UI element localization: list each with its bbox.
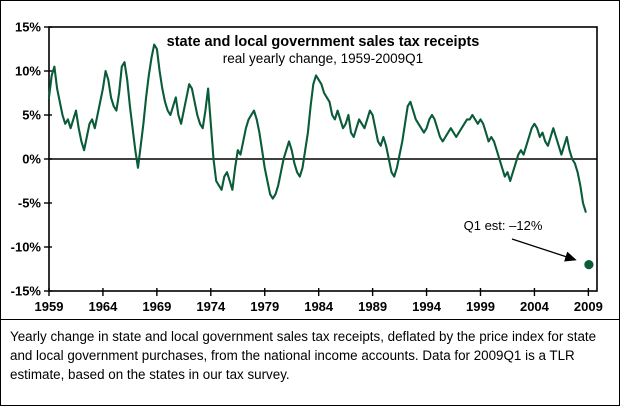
x-tick-label: 2004: [520, 299, 550, 314]
chart-title: state and local government sales tax rec…: [167, 34, 480, 50]
q1-estimate-label: Q1 est: –12%: [464, 218, 543, 233]
sales-tax-receipts-chart: 15% 10% 5% 0% -5% -10% -15%1959 1964 1969 1974 197…: [11, 20, 603, 315]
chart-area: 15% 10% 5% 0% -5% -10% -15% 1959 1964 1969 1974 197…: [1, 1, 619, 319]
x-tick-label: 1964: [88, 299, 118, 314]
x-tick-label: 1989: [358, 299, 387, 314]
x-tick-label: 1994: [412, 299, 442, 314]
x-tick-label: 1999: [466, 299, 495, 314]
y-tick-label: -5%: [18, 196, 42, 211]
x-tick-label: 1959: [35, 299, 64, 314]
chart-subtitle: real yearly change, 1959-2009Q1: [223, 51, 423, 66]
annotation-arrow: [511, 238, 577, 262]
data-line: [47, 43, 587, 213]
figure-caption: Yearly change in state and local governm…: [1, 319, 619, 384]
x-tick-label: 1969: [142, 299, 171, 314]
y-tick-label: 0%: [22, 152, 41, 167]
x-tick-label: 1979: [250, 299, 279, 314]
q1-estimate-point: [584, 260, 594, 270]
y-tick-label: -10%: [11, 240, 42, 255]
y-tick-label: 15%: [15, 20, 41, 35]
x-tick-label: 1974: [196, 299, 226, 314]
y-tick-label: 5%: [22, 108, 41, 123]
y-tick-label: 10%: [15, 64, 41, 79]
plot-frame: [48, 26, 598, 292]
y-tick-label: -15%: [11, 284, 42, 299]
x-tick-label: 1984: [304, 299, 334, 314]
x-tick-label: 2009: [574, 299, 603, 314]
